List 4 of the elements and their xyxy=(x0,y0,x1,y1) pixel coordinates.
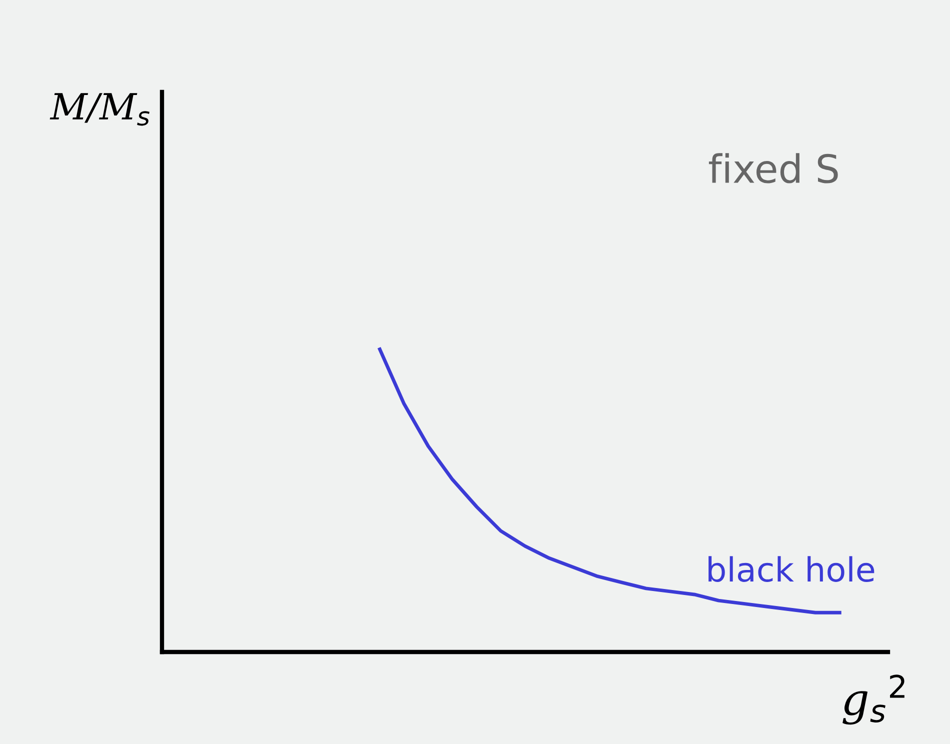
text: M/M$_{s}$ xyxy=(50,93,150,126)
text: fixed S xyxy=(708,153,838,184)
series-label: black hole xyxy=(708,556,874,582)
x-axis-title: g$_{s}$$^{2}$ xyxy=(842,674,904,725)
